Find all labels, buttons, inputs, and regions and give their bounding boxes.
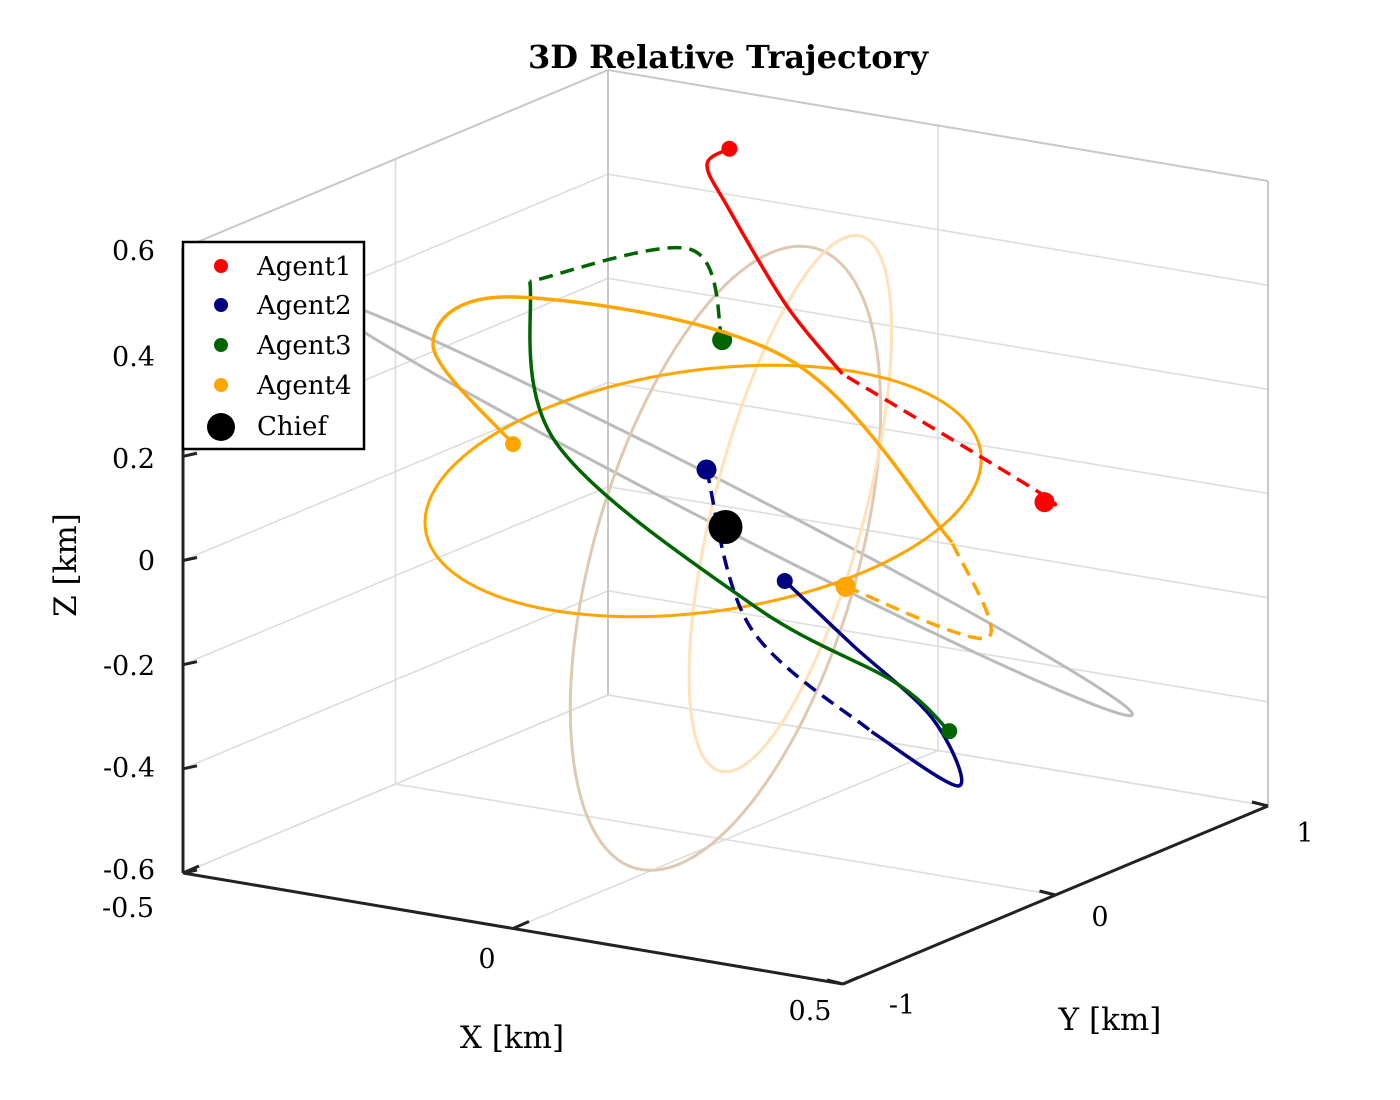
z-tick-mark <box>182 451 198 458</box>
legend-marker-agent2 <box>214 298 228 312</box>
x-tick-mark <box>842 975 860 986</box>
z-tick-label: 0.6 <box>112 236 155 267</box>
agent-trajectories <box>431 140 1058 788</box>
chart-title: 3D Relative Trajectory <box>528 38 930 76</box>
x-tick-label: -0.5 <box>102 893 154 924</box>
agent2-trajectory-dashed <box>704 469 873 734</box>
reference-orbits <box>317 233 1134 872</box>
agent2-start-marker <box>696 459 717 480</box>
z-tick-label: 0.2 <box>112 444 155 475</box>
z-tick-label: -0.6 <box>103 855 155 886</box>
grid-line <box>395 783 1056 896</box>
gray-orbit <box>317 295 1134 718</box>
agent2-trajectory <box>783 579 964 788</box>
x-axis-label: X [km] <box>460 1020 564 1056</box>
x-tick-label: 0 <box>478 944 495 975</box>
legend-marker-agent4 <box>214 378 228 392</box>
box-edge <box>607 69 1269 182</box>
z-tick-label: -0.2 <box>103 651 155 682</box>
x-tick-mark <box>512 920 530 930</box>
y-tick-label: 0 <box>1091 902 1108 933</box>
legend-label-agent3: Agent3 <box>256 331 352 361</box>
y-tick-label: -1 <box>889 990 915 1021</box>
light-orange-orbit <box>687 233 894 774</box>
legend: Agent1 Agent2 Agent3 Agent4 Chief <box>181 240 366 451</box>
agent3-end-marker <box>941 723 958 740</box>
legend-label-agent4: Agent4 <box>256 371 352 401</box>
agent4-trajectory <box>431 295 954 544</box>
z-tick-labels: -0.6 -0.4 -0.2 0 0.2 0.4 0.6 <box>103 236 155 886</box>
agent3-trajectory-dashed <box>529 246 724 341</box>
x-tick-mark <box>182 864 200 875</box>
grid-line <box>607 694 1269 807</box>
legend-label-agent1: Agent1 <box>256 252 352 282</box>
legend-box <box>181 240 366 451</box>
box-edge <box>182 69 609 249</box>
z-tick-label: -0.4 <box>103 753 155 784</box>
y-tick-mark <box>826 978 844 986</box>
agent1-trajectory <box>705 147 844 376</box>
legend-marker-agent3 <box>214 338 228 352</box>
agent3-trajectory <box>528 281 951 733</box>
agent1-end-marker <box>721 140 738 157</box>
y-tick-mark <box>1251 800 1269 808</box>
z-tick-mark <box>182 556 198 562</box>
z-tick-mark <box>182 764 198 771</box>
x-tick-labels: -0.5 0 0.5 <box>102 893 832 1027</box>
z-axis-label: Z [km] <box>48 513 84 617</box>
y-tick-label: 1 <box>1296 818 1313 849</box>
y-tick-labels: -1 0 1 <box>889 818 1314 1021</box>
z-tick-label: 0 <box>138 546 155 577</box>
x-tick-label: 0.5 <box>789 996 832 1027</box>
legend-marker-chief <box>207 413 235 441</box>
chief-marker <box>708 510 743 544</box>
legend-label-agent2: Agent2 <box>256 291 352 321</box>
agent4-end-marker <box>505 436 521 453</box>
legend-marker-agent1 <box>214 259 228 273</box>
agent3-start-marker <box>712 330 733 351</box>
agent4-start-marker <box>835 576 856 597</box>
agent4-orbit <box>423 363 983 619</box>
legend-label-chief: Chief <box>257 412 329 442</box>
agent1-start-marker <box>1034 492 1055 513</box>
z-tick-label: 0.4 <box>112 342 155 373</box>
y-axis-label: Y [km] <box>1058 1002 1162 1038</box>
agent4-trajectory-dashed <box>845 541 993 641</box>
z-tick-mark <box>182 660 198 667</box>
agent2-end-marker <box>776 572 793 589</box>
y-tick-mark <box>1039 889 1056 897</box>
